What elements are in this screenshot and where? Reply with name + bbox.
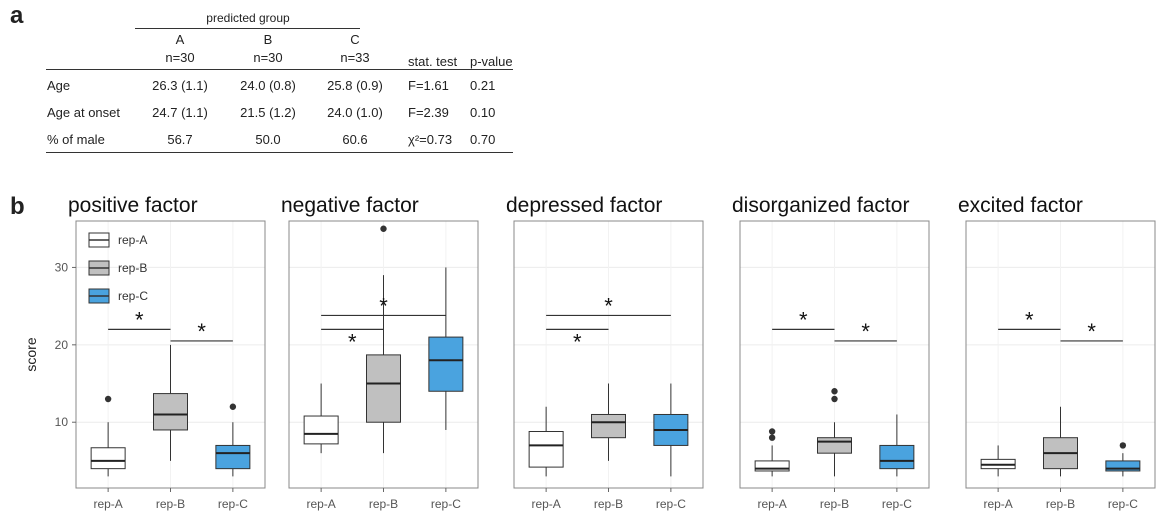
cell-a: 26.3 (1.1): [152, 78, 208, 93]
group-n-c: n=33: [340, 50, 370, 65]
significance-star: *: [1087, 319, 1096, 344]
x-tick-label: rep-B: [1046, 497, 1075, 511]
outlier-point: [229, 403, 237, 410]
cell-a: 24.7 (1.1): [152, 105, 208, 120]
row-label: Age at onset: [47, 105, 120, 120]
significance-star: *: [1025, 307, 1034, 332]
cell-p: 0.10: [470, 105, 496, 120]
group-n-a: n=30: [165, 50, 195, 65]
panel-a-label: a: [10, 2, 24, 29]
box-rep-C: [879, 444, 915, 470]
box-rep-C: [1105, 460, 1141, 472]
box-rep-C: [215, 444, 251, 470]
cell-c: 25.8 (0.9): [327, 78, 383, 93]
box-rep-A: [754, 460, 790, 472]
cell-p: 0.70: [470, 132, 496, 147]
box-rep-C: [428, 336, 464, 392]
cell-stat: F=2.39: [408, 105, 449, 120]
cell-c: 24.0 (1.0): [327, 105, 383, 120]
cell-c: 60.6: [342, 132, 368, 147]
outlier-point: [768, 428, 776, 435]
panel-title: negative factor: [281, 194, 419, 217]
cell-b: 21.5 (1.2): [240, 105, 296, 120]
x-tick-label: rep-C: [656, 497, 686, 511]
cell-stat: F=1.61: [408, 78, 449, 93]
significance-star: *: [604, 293, 613, 318]
outlier-point: [831, 388, 838, 395]
group-name-a: A: [175, 32, 185, 47]
y-tick-label: 10: [55, 415, 69, 429]
x-tick-label: rep-B: [156, 497, 185, 511]
x-tick-label: rep-C: [218, 497, 248, 511]
legend-label: rep-A: [118, 233, 147, 247]
outlier-point: [104, 395, 112, 403]
y-axis-label: score: [23, 337, 39, 371]
x-tick-label: rep-A: [93, 497, 122, 511]
x-tick-label: rep-A: [983, 497, 1012, 511]
panel-title: depressed factor: [506, 194, 662, 217]
x-tick-label: rep-C: [1108, 497, 1138, 511]
outlier-point: [380, 225, 387, 232]
significance-star: *: [379, 293, 388, 318]
outlier-point: [1119, 442, 1127, 449]
significance-star: *: [573, 329, 582, 354]
p-header: p-value: [470, 54, 513, 69]
box-rep-B: [591, 413, 626, 439]
significance-star: *: [799, 307, 808, 332]
box-rep-A: [303, 415, 339, 445]
cell-b: 50.0: [255, 132, 281, 147]
x-tick-label: rep-C: [882, 497, 912, 511]
x-tick-label: rep-C: [431, 497, 461, 511]
box-rep-A: [90, 447, 126, 470]
x-tick-label: rep-A: [306, 497, 335, 511]
box-rep-B: [817, 437, 852, 454]
x-tick-label: rep-A: [531, 497, 560, 511]
x-tick-label: rep-B: [820, 497, 849, 511]
box-rep-B: [153, 393, 188, 431]
outlier-point: [831, 395, 838, 403]
boxplot-figure: score positive factor 10 20 30 rep-A rep-B rep-…: [23, 194, 1156, 511]
panel-b-label: b: [10, 193, 25, 220]
cell-p: 0.21: [470, 78, 496, 93]
outlier-point: [768, 434, 776, 441]
panel-title: excited factor: [958, 194, 1083, 217]
legend-label: rep-B: [118, 261, 147, 275]
x-tick-label: rep-B: [369, 497, 398, 511]
panel-title: disorganized factor: [732, 194, 909, 217]
group-name-b: B: [263, 32, 273, 47]
significance-star: *: [197, 319, 206, 344]
demographics-table: predicted group A B C n=30 n=30 n=33 sta…: [0, 0, 560, 170]
y-tick-label: 30: [55, 260, 69, 274]
panel-title: positive factor: [68, 194, 198, 217]
box-rep-B: [366, 354, 401, 423]
stat-header: stat. test: [408, 54, 458, 69]
significance-star: *: [348, 329, 357, 354]
significance-star: *: [135, 307, 144, 332]
x-tick-label: rep-B: [594, 497, 623, 511]
box-rep-A: [528, 431, 564, 468]
group-n-b: n=30: [253, 50, 283, 65]
x-tick-label: rep-A: [757, 497, 786, 511]
group-name-c: C: [350, 32, 360, 47]
row-label: Age: [47, 78, 71, 93]
cell-b: 24.0 (0.8): [240, 78, 296, 93]
cell-a: 56.7: [167, 132, 193, 147]
legend-label: rep-C: [118, 289, 148, 303]
y-tick-label: 20: [55, 338, 69, 352]
group-header: predicted group: [206, 11, 290, 25]
significance-star: *: [861, 319, 870, 344]
row-label: % of male: [47, 132, 105, 147]
cell-stat: χ²=0.73: [408, 132, 453, 147]
